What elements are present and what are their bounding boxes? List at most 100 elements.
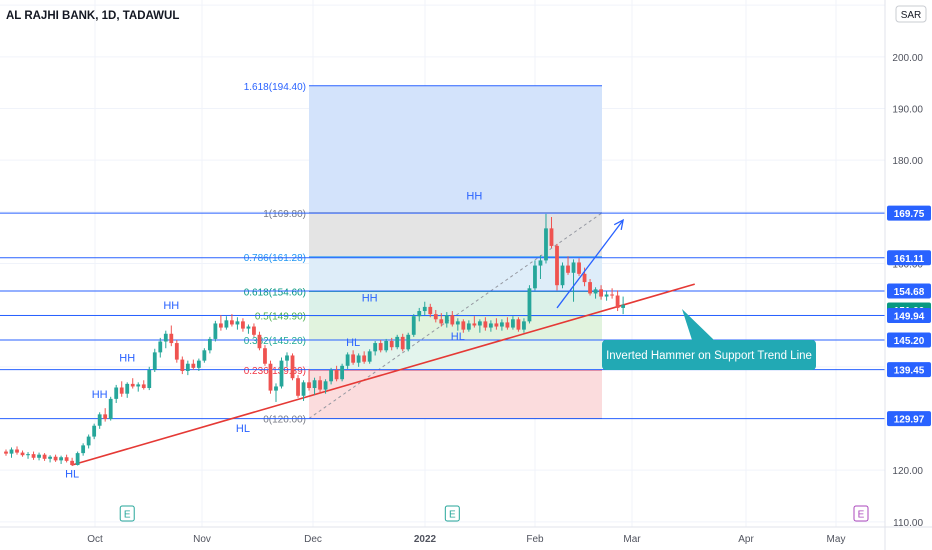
fib-label: 1.618(194.40) [244,82,306,93]
candle-body [433,314,438,320]
currency-badge[interactable] [895,5,927,23]
candle-body [610,294,614,296]
support-trend-line[interactable] [71,283,695,466]
candle-body [406,334,411,350]
candle-body [444,315,449,324]
candle-body [555,245,559,286]
fibonacci-retracement[interactable]: 1.618(194.40) 1(169.80) 0.786(161.28) 0.618… [244,82,603,426]
candle-body [483,321,488,328]
candle-body [500,322,504,327]
candle-body [312,380,317,389]
candle-body [533,265,537,289]
time-tick-label: Mar [623,534,641,545]
time-tick-label: May [827,534,846,545]
candle-body [494,323,499,327]
candle-body [329,369,333,382]
price-axis[interactable]: 110.00120.00130.00140.00150.00160.00170.… [884,0,932,550]
candle-body [505,322,510,328]
earnings-marker-label: E [449,510,456,521]
candle-body [9,449,14,454]
candle-body [544,228,548,261]
candle-body [163,333,168,342]
candle-body [428,306,433,315]
earnings-marker [444,505,460,522]
candle-body [566,265,570,273]
swing-label-hh: HH [92,389,108,401]
swing-label-hh: HH [466,190,482,202]
price-level-value: 145.20 [894,336,925,347]
candle-body [351,354,356,363]
candle-body [571,262,576,273]
fib-label: 0(120.00) [263,415,306,426]
time-tick-label: Dec [304,534,322,545]
price-level-tag[interactable] [887,283,931,299]
price-level-tag[interactable] [887,332,931,348]
candle-body [395,336,400,348]
time-tick-label: Apr [738,534,754,545]
candle-body [290,355,295,379]
candle-body [147,369,152,389]
swing-label-hl: HL [346,337,360,349]
fib-zone [309,315,602,340]
callout-box[interactable] [602,340,816,370]
candle-body [472,323,477,326]
arrow-shaft[interactable] [556,219,624,309]
candle-body [224,320,229,328]
projection-arrow[interactable] [556,218,625,309]
price-level-tag[interactable] [887,205,931,221]
callout-pointer [682,309,714,340]
candle-body [252,326,256,335]
candle-body [241,321,245,329]
candle-body [461,321,466,330]
fib-label: 0.618(154.60) [244,287,306,298]
candle-body [615,295,620,308]
candle-body [92,425,97,437]
price-level-tag[interactable] [887,307,931,323]
earnings-marker [853,505,869,522]
trend-line[interactable] [71,283,695,466]
time-axis[interactable]: Oct Nov Dec 2022 Feb Mar Apr May [0,526,932,545]
earnings-marker-label: E [858,510,865,521]
chart-header: AL RAJHI BANK, 1D, TADAWUL SAR [6,5,927,23]
fib-zone [309,369,602,419]
candle-body [323,381,328,390]
candle-body [450,315,455,325]
candle-body [593,289,598,294]
candle-body [439,319,444,324]
price-level-tag[interactable] [887,411,931,427]
candle-body [455,321,460,325]
candle-body [356,355,361,363]
candle-body [538,260,543,266]
candle-body [582,273,587,283]
time-tick-label: Feb [526,534,544,545]
candle-body [136,384,141,387]
fib-zone [309,256,602,292]
candle-body [37,454,41,458]
candle-body [511,319,515,328]
fib-label: 1(169.80) [263,209,306,220]
candle-body [86,436,91,446]
candle-body [466,323,471,330]
candle-body [378,343,383,351]
candle-body [604,294,609,297]
candle-body [26,454,30,456]
price-level-tag[interactable] [887,362,931,378]
candle-body [549,228,554,246]
price-level-value: 154.68 [894,287,925,298]
candle-body [411,316,416,335]
candle-body [75,453,80,465]
price-axis-bg [885,0,932,550]
candle-body [279,360,284,387]
candle-body [577,262,581,274]
candle-body [4,451,8,454]
price-level-value: 169.75 [894,209,925,220]
candle-body [202,350,207,361]
candle-body [158,341,163,353]
price-level-tag[interactable] [887,250,931,266]
candle-body [345,354,350,366]
price-level-value: 129.97 [894,415,925,426]
annotation-callout[interactable]: Inverted Hammer on Support Trend Line [602,309,816,370]
candle-body [64,457,69,461]
